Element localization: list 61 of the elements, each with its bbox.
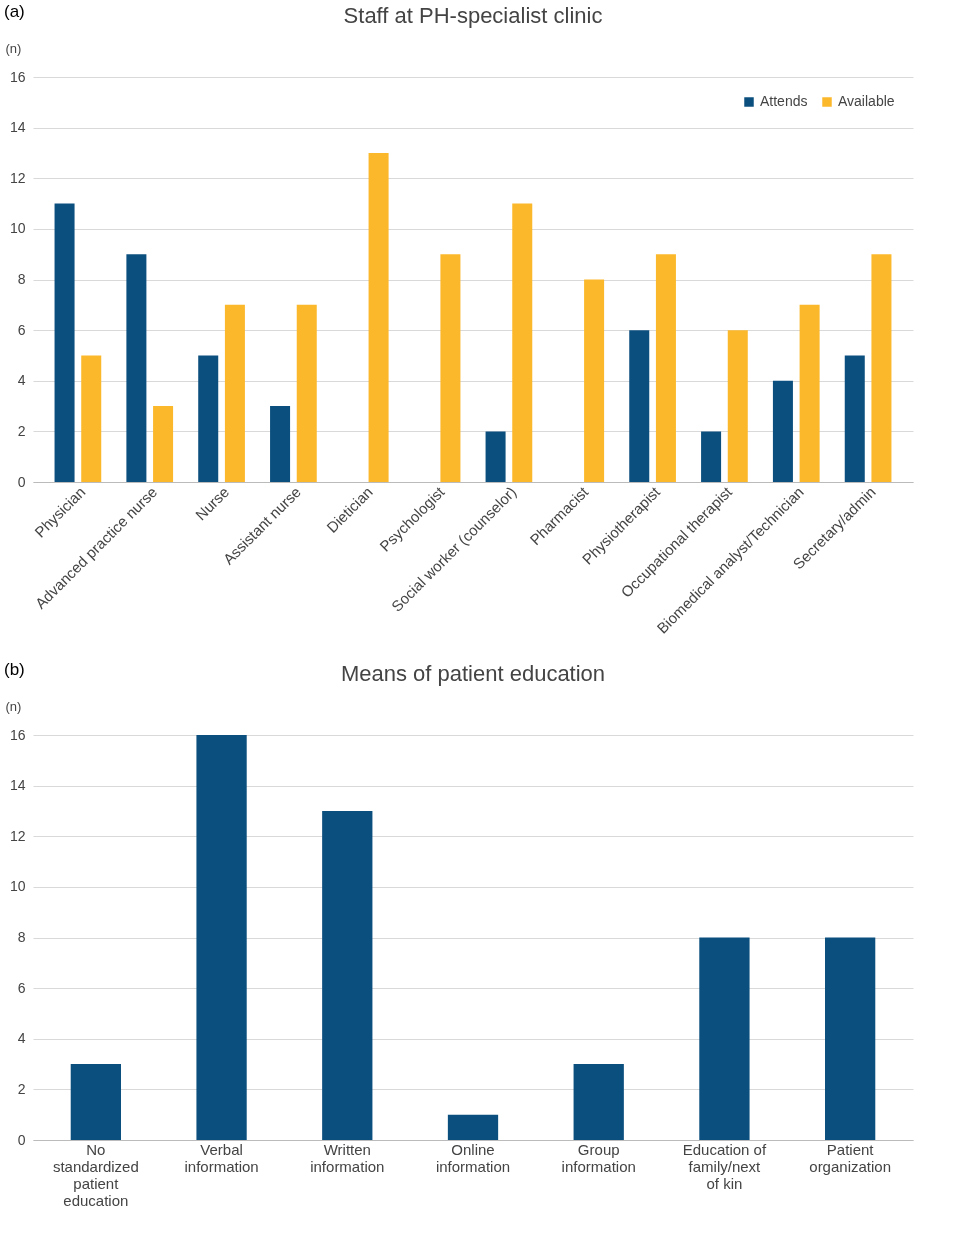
y-tick-label: 10 (9, 878, 26, 895)
bar (844, 355, 865, 482)
y-tick-label: 16 (9, 726, 26, 743)
bar (440, 254, 461, 482)
bar (871, 254, 892, 482)
y-tick-label: 16 (9, 68, 26, 85)
y-tick-label: 8 (17, 271, 26, 287)
x-tick-label: Patient organization (809, 1140, 892, 1175)
x-tick-label: Online information (435, 1140, 511, 1175)
bar (270, 406, 291, 482)
bar (701, 431, 722, 482)
y-tick-label: 14 (9, 119, 26, 136)
bar (629, 330, 650, 482)
bar (772, 380, 793, 482)
y-tick-label: 8 (17, 929, 26, 945)
bar (196, 735, 247, 1140)
bar (447, 1114, 499, 1140)
bar (296, 304, 317, 482)
bar (655, 254, 676, 482)
y-tick-label: 6 (17, 979, 26, 996)
legend-label: Attends (760, 93, 808, 109)
bar (485, 431, 506, 482)
y-tick-label: 12 (9, 169, 26, 186)
y-tick-label: 2 (17, 422, 26, 439)
legend-label: Available (838, 93, 895, 109)
bar (322, 810, 373, 1140)
bar (573, 1064, 624, 1140)
x-tick-label: Group information (561, 1140, 636, 1175)
bar (70, 1064, 121, 1140)
y-tick-label: 4 (17, 1030, 26, 1047)
bar (81, 355, 102, 482)
y-tick-label: 0 (17, 1131, 26, 1148)
bar (198, 355, 219, 482)
bar (126, 254, 147, 482)
bar (727, 330, 748, 482)
y-tick-label: 6 (17, 321, 26, 338)
bar (153, 406, 174, 482)
y-tick-label: 10 (9, 220, 26, 237)
bar (699, 937, 750, 1140)
bar (799, 304, 820, 482)
x-tick-label: Education of family/next of kin (682, 1140, 767, 1192)
x-tick-label: Written information (310, 1140, 385, 1175)
bar (54, 203, 75, 482)
y-tick-label: 2 (17, 1080, 26, 1097)
chart-title: Means of patient education (340, 661, 606, 686)
bar (825, 937, 876, 1140)
y-axis-title: (n) (5, 698, 22, 714)
y-tick-label: 12 (9, 827, 26, 844)
x-tick-label: Verbal information (184, 1140, 259, 1175)
text: (b) (4, 660, 25, 680)
x-tick-label: No standardized patient education (52, 1140, 139, 1209)
y-tick-label: 4 (17, 372, 26, 389)
y-tick-label: 14 (9, 777, 26, 794)
y-axis-title: (n) (5, 40, 22, 56)
y-tick-label: 0 (17, 473, 26, 490)
bar (512, 203, 533, 482)
chart-title: Staff at PH-specialist clinic (343, 3, 603, 28)
bar (584, 279, 605, 482)
bar (224, 304, 245, 482)
text: (a) (4, 2, 25, 22)
bar (368, 152, 389, 482)
